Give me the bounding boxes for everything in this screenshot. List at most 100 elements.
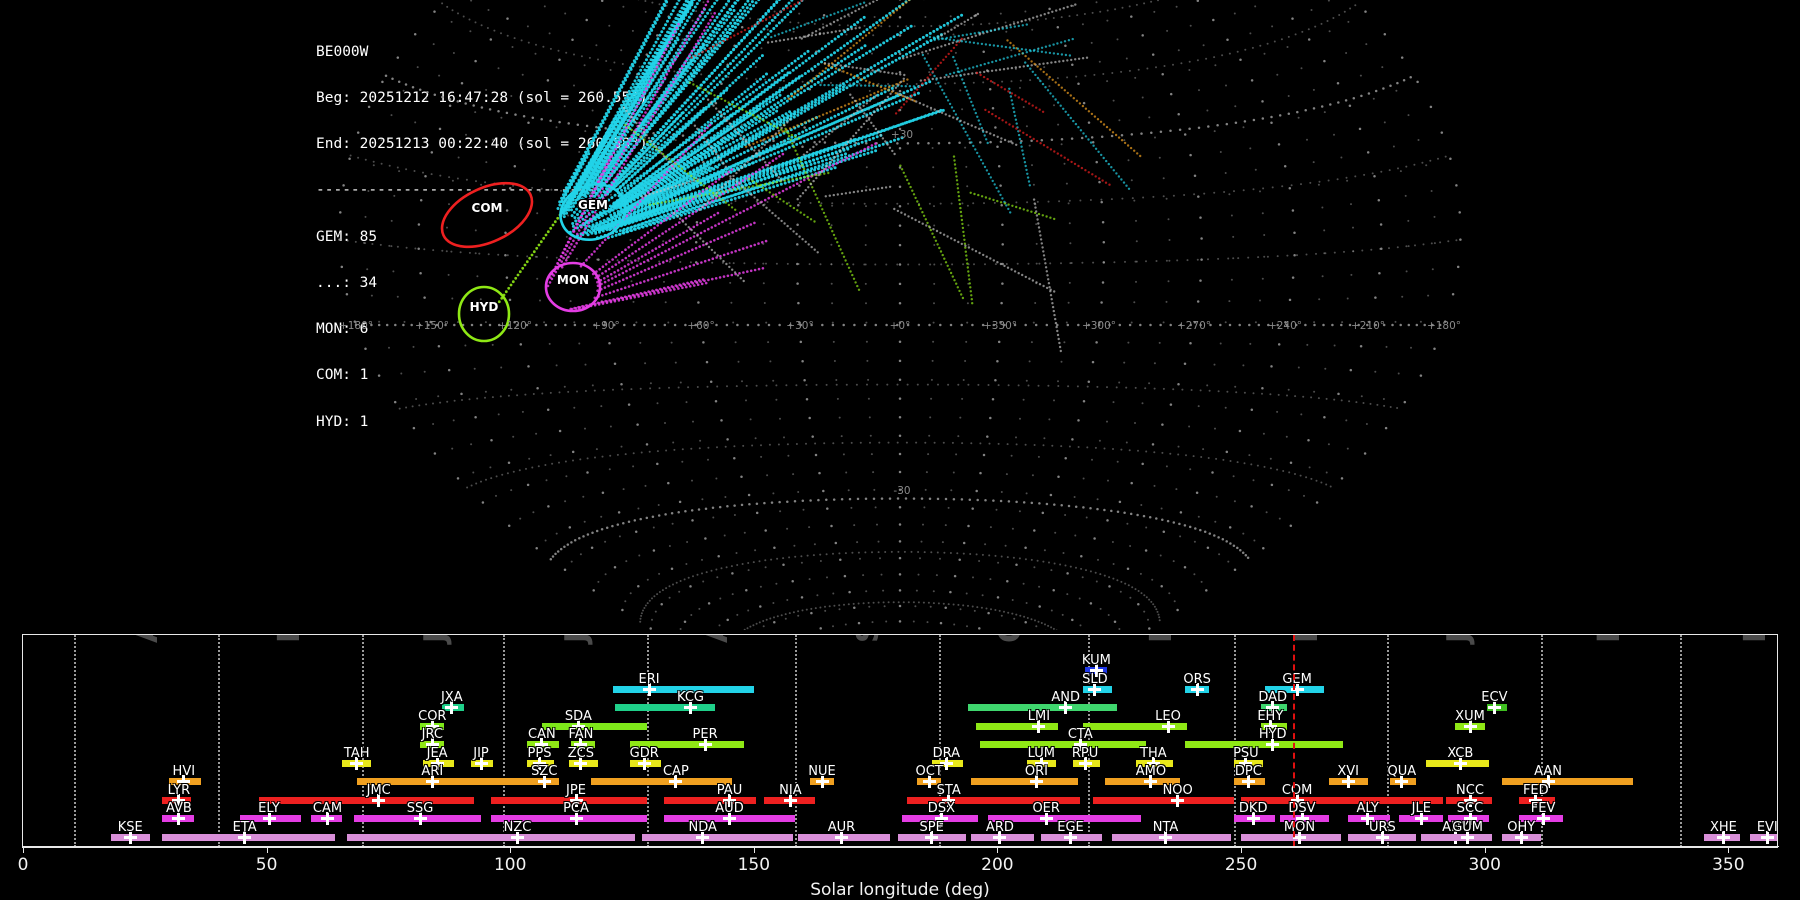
shower-label-dkd: DKD	[1238, 801, 1268, 816]
shower-label-xhe: XHE	[1709, 819, 1737, 835]
shower-peak-marker-leo	[1161, 719, 1175, 733]
month-label-jun: JUN	[418, 635, 453, 643]
shower-peak-marker-ori	[1029, 775, 1043, 788]
lon-label: +240°	[1268, 320, 1302, 332]
shower-peak-marker-eta	[238, 830, 252, 844]
shower-label-ori: ORI	[1024, 764, 1048, 779]
x-tick	[1484, 847, 1486, 853]
shower-label-eri: ERI	[638, 671, 660, 687]
lon-label: +270°	[1177, 320, 1211, 332]
shower-peak-marker-ari	[425, 775, 439, 788]
shower-label-hvi: HVI	[172, 764, 196, 779]
x-tick-label: 50	[255, 855, 278, 875]
shower-bar-hyd[interactable]	[1185, 741, 1344, 748]
shower-label-oer: OER	[1032, 801, 1060, 816]
header-divider: --------------------------------	[316, 182, 596, 199]
count-gem: GEM: 85	[316, 228, 378, 245]
month-label-sep: SEP	[851, 635, 886, 643]
shower-bar-nda[interactable]	[641, 833, 793, 841]
shower-bar-noo[interactable]	[1092, 796, 1234, 804]
shower-label-mon: MON	[1283, 819, 1316, 835]
shower-bar-ori[interactable]	[970, 778, 1078, 785]
shower-bar-cta[interactable]	[980, 741, 1147, 748]
month-separator	[1679, 635, 1682, 847]
sky-map-panel: GEM COM MON HYD +180° +150° +120° +90° +60° +30°…	[338, 0, 1462, 630]
shower-bar-amo[interactable]	[1104, 778, 1181, 785]
shower-bar-com[interactable]	[1241, 796, 1444, 804]
shower-peak-marker-xhe	[1716, 830, 1730, 844]
shower-bar-jmc[interactable]	[259, 796, 474, 804]
shower-label-sld: SLD	[1082, 671, 1108, 687]
shower-bar-and[interactable]	[968, 704, 1117, 711]
shower-bar-sta[interactable]	[907, 796, 1081, 804]
shower-activity-timeline[interactable]: APRMAYJUNJULAUGSEPOCTNOVDECJANFEBMARKUME…	[22, 634, 1778, 848]
shower-peak-marker-ard	[993, 830, 1007, 844]
meteor-trail-layer	[495, 0, 1142, 353]
shower-bar-pau[interactable]	[663, 796, 757, 804]
shower-label-tha: THA	[1140, 745, 1167, 761]
shower-bar-jpe[interactable]	[490, 796, 647, 804]
shower-label-ard: ARD	[985, 819, 1014, 835]
shower-bar-kcg[interactable]	[615, 704, 715, 711]
sky-map-svg: GEM COM MON HYD +180° +150° +120° +90° +60° +30°…	[338, 0, 1462, 630]
shower-label-evi: EVI	[1756, 819, 1778, 835]
lon-label: +330°	[983, 320, 1017, 332]
shower-peak-marker-qua	[1395, 775, 1409, 788]
shower-label-psu: PSU	[1233, 745, 1259, 761]
shower-bar-per[interactable]	[629, 741, 745, 748]
shower-peak-marker-cam	[321, 812, 334, 825]
shower-peak-marker-ncc	[1463, 793, 1477, 807]
shower-peak-marker-gum	[1461, 830, 1475, 844]
shower-label-pca: PCA	[563, 801, 589, 816]
shower-bar-eri[interactable]	[612, 685, 754, 693]
coordinate-grid	[338, 0, 1462, 630]
lon-label: +90°	[592, 320, 619, 332]
shower-label-fed: FED	[1522, 782, 1549, 798]
shower-bar-ari[interactable]	[356, 778, 542, 785]
month-label-jan: JAN	[1441, 635, 1476, 643]
shower-peak-marker-can	[535, 738, 549, 751]
shower-label-dsv: DSV	[1288, 801, 1316, 816]
shower-bar-lmi[interactable]	[975, 722, 1059, 730]
x-tick	[510, 847, 512, 853]
shower-bar-oer[interactable]	[987, 815, 1142, 822]
lon-label: +60°	[687, 320, 714, 332]
shower-bar-sda[interactable]	[541, 722, 647, 730]
shower-bar-cap[interactable]	[590, 778, 732, 785]
shower-peak-marker-nue	[815, 775, 829, 788]
shower-peak-marker-dad	[1266, 701, 1280, 714]
shower-label-urs: URS	[1368, 819, 1396, 835]
shower-label-jea: JEA	[426, 745, 448, 761]
shower-peak-marker-dsv	[1295, 812, 1309, 825]
x-tick-label: 200	[981, 855, 1014, 875]
lon-label: +300°	[1082, 320, 1116, 332]
shower-bar-aan[interactable]	[1501, 778, 1634, 785]
shower-label-sta: STA	[936, 782, 961, 798]
shower-peak-marker-tah	[350, 756, 364, 770]
shower-label-nue: NUE	[808, 764, 836, 779]
x-tick	[753, 847, 755, 853]
shower-peak-marker-jpe	[569, 793, 583, 807]
shower-peak-marker-jmc	[372, 793, 386, 807]
shower-peak-marker-cap	[669, 775, 683, 788]
shower-peak-marker-jrc	[425, 738, 439, 751]
shower-peak-marker-noo	[1171, 793, 1185, 807]
month-separator	[502, 635, 505, 847]
shower-peak-marker-kum	[1089, 664, 1103, 677]
count-com: COM: 1	[316, 367, 369, 384]
shower-label-dpc: DPC	[1234, 764, 1262, 779]
shower-peak-marker-dra	[939, 756, 953, 770]
radiant-label-hyd: HYD	[470, 300, 499, 314]
shower-peak-marker-pau	[723, 793, 736, 807]
shower-bar-leo[interactable]	[1082, 722, 1188, 730]
shower-peak-marker-xcb	[1453, 756, 1467, 770]
month-separator	[361, 635, 364, 847]
shower-peak-marker-avb	[172, 812, 186, 825]
shower-bar-nzc[interactable]	[347, 833, 635, 841]
shower-label-jle: JLE	[1411, 801, 1431, 816]
shower-bar-pca[interactable]	[490, 815, 647, 822]
shower-label-lyr: LYR	[167, 782, 191, 798]
shower-bar-mon[interactable]	[1241, 833, 1341, 841]
shower-peak-marker-ssg	[413, 812, 427, 825]
